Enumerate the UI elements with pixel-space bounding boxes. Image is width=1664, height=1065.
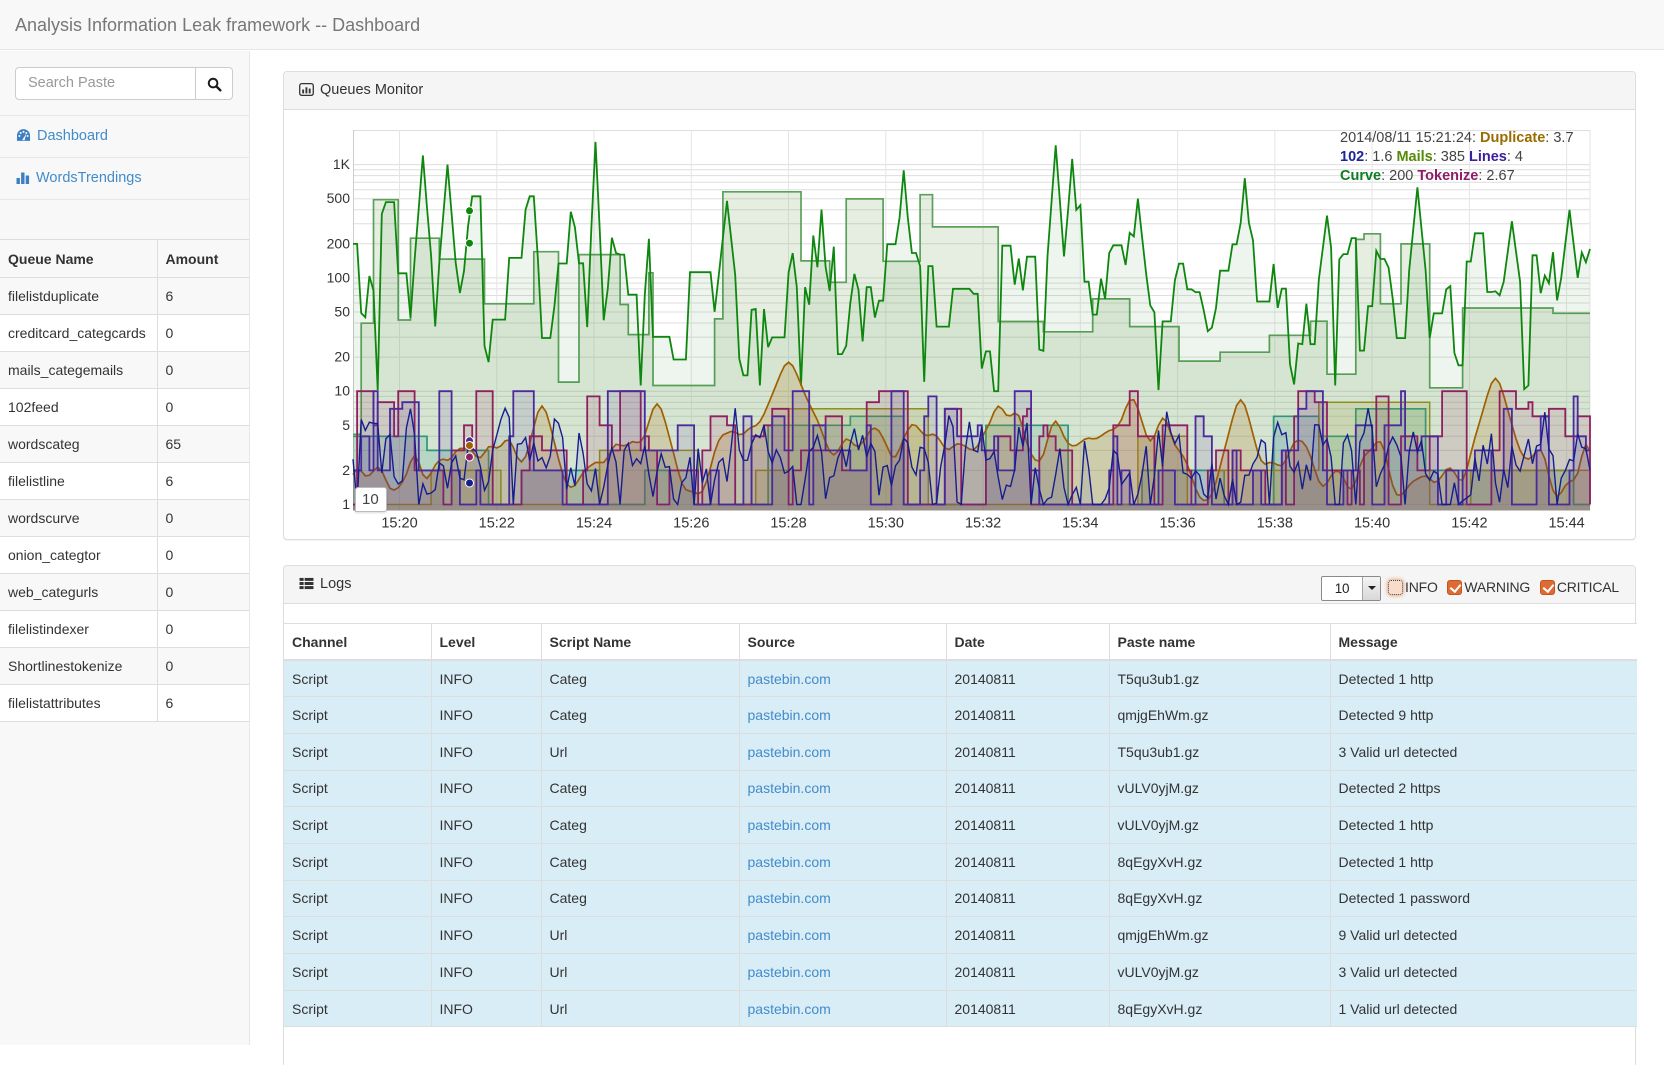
svg-text:15:36: 15:36: [1159, 516, 1195, 532]
svg-text:5: 5: [342, 417, 350, 433]
svg-text:200: 200: [327, 235, 351, 251]
svg-text:15:40: 15:40: [1354, 516, 1390, 532]
svg-text:15:20: 15:20: [381, 516, 417, 532]
svg-text:15:30: 15:30: [868, 516, 904, 532]
svg-text:15:24: 15:24: [576, 516, 612, 532]
svg-text:20: 20: [334, 349, 350, 365]
svg-text:50: 50: [334, 304, 350, 320]
svg-text:15:28: 15:28: [770, 516, 806, 532]
svg-text:2: 2: [342, 462, 350, 478]
svg-text:15:22: 15:22: [479, 516, 515, 532]
svg-text:15:34: 15:34: [1062, 516, 1098, 532]
svg-text:1K: 1K: [333, 156, 351, 172]
svg-text:500: 500: [327, 190, 351, 206]
svg-text:100: 100: [327, 269, 351, 285]
svg-text:15:42: 15:42: [1451, 516, 1487, 532]
svg-text:10: 10: [334, 383, 350, 399]
svg-text:15:38: 15:38: [1257, 516, 1293, 532]
svg-text:15:44: 15:44: [1548, 516, 1584, 532]
svg-text:1: 1: [342, 496, 350, 512]
svg-text:15:32: 15:32: [965, 516, 1001, 532]
svg-text:15:26: 15:26: [673, 516, 709, 532]
